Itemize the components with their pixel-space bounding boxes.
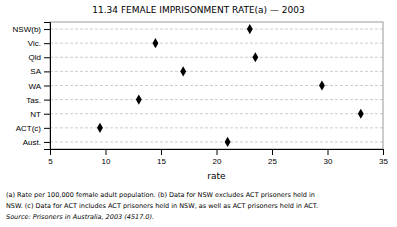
- point: [180, 66, 186, 76]
- y-tick-mark: [44, 86, 50, 87]
- grid-line: [50, 57, 383, 58]
- x-tick-mark: [161, 149, 162, 155]
- x-tick: 5: [48, 149, 53, 166]
- y-tick-label: SA: [30, 67, 41, 76]
- y-tick: NT: [30, 110, 50, 119]
- x-tick-mark: [106, 149, 107, 155]
- y-tick-label: NSW(b): [13, 25, 42, 34]
- x-tick-label: 10: [102, 157, 111, 166]
- y-tick-label: WA: [28, 82, 41, 91]
- x-axis: 5 10 15 20 25 30 35: [48, 149, 388, 166]
- y-tick-mark: [44, 128, 50, 129]
- point: [252, 52, 258, 62]
- grid-line: [50, 99, 383, 100]
- point: [225, 137, 231, 147]
- y-tick-mark: [44, 29, 50, 30]
- y-tick-mark: [44, 142, 50, 143]
- plot-frame: [50, 22, 383, 149]
- x-tick-mark: [272, 149, 273, 155]
- x-tick: 10: [102, 149, 111, 166]
- grid-line: [50, 141, 383, 142]
- chart: 11.34 FEMALE IMPRISONMENT RATE(a) — 2003…: [0, 0, 397, 227]
- y-tick-label: Vic.: [28, 39, 41, 48]
- grid-line: [50, 29, 383, 30]
- y-tick-mark: [44, 114, 50, 115]
- y-tick-mark: [44, 100, 50, 101]
- grid-line: [50, 85, 383, 86]
- x-axis-line: [51, 150, 384, 156]
- x-tick-label: 25: [268, 157, 277, 166]
- grid: [50, 29, 383, 142]
- point: [97, 123, 103, 133]
- x-tick-label: 5: [48, 157, 53, 166]
- point: [136, 95, 142, 105]
- y-tick: Tas.: [26, 96, 50, 105]
- y-tick: Vic.: [28, 39, 50, 48]
- x-tick: 15: [157, 149, 166, 166]
- x-tick: 25: [268, 149, 277, 166]
- y-axis-line: [44, 23, 51, 150]
- y-tick-label: NT: [30, 110, 41, 119]
- y-axis: NSW(b) Vic. Qld SA WA Tas. NT ACT(c) Aust.: [13, 23, 51, 150]
- x-tick: 35: [379, 149, 388, 166]
- x-tick-label: 30: [324, 157, 333, 166]
- footnote: (a) Rate per 100,000 female adult popula…: [6, 191, 315, 199]
- y-tick-mark: [44, 57, 50, 58]
- title: 11.34 FEMALE IMPRISONMENT RATE(a) — 2003: [92, 5, 305, 15]
- x-tick-label: 35: [379, 157, 388, 166]
- grid-line: [50, 43, 383, 44]
- point: [247, 24, 253, 34]
- point: [358, 109, 364, 119]
- y-tick-mark: [44, 43, 50, 44]
- y-tick-label: Tas.: [26, 96, 41, 105]
- x-tick-label: 20: [213, 157, 222, 166]
- footnote: NSW. (c) Data for ACT includes ACT priso…: [6, 202, 318, 210]
- y-tick: ACT(c): [16, 124, 50, 133]
- point: [319, 80, 325, 90]
- x-axis-label: rate: [207, 171, 226, 181]
- x-tick-mark: [328, 149, 329, 155]
- grid-line: [50, 71, 383, 72]
- y-tick-mark: [44, 71, 50, 72]
- y-tick-label: ACT(c): [16, 124, 42, 133]
- x-tick-label: 15: [157, 157, 166, 166]
- grid-line: [50, 113, 383, 114]
- plot: 5 10 15 20 25 30 35 NSW(b) Vic. Qld SA WA Tas. NT ACT(…: [13, 22, 389, 181]
- footnote: Source: Prisoners in Australia, 2003 (45…: [6, 213, 154, 221]
- y-tick-label: Aust.: [23, 138, 41, 147]
- y-tick: NSW(b): [13, 25, 50, 34]
- x-tick: 30: [324, 149, 333, 166]
- points: [97, 24, 364, 147]
- y-tick: SA: [30, 67, 50, 76]
- y-tick: Qld: [29, 53, 50, 62]
- x-tick-mark: [217, 149, 218, 155]
- y-tick: Aust.: [23, 138, 50, 147]
- x-tick-mark: [383, 149, 384, 155]
- y-tick: WA: [28, 82, 50, 91]
- y-tick-label: Qld: [29, 53, 41, 62]
- point: [153, 38, 159, 48]
- x-tick: 20: [213, 149, 222, 166]
